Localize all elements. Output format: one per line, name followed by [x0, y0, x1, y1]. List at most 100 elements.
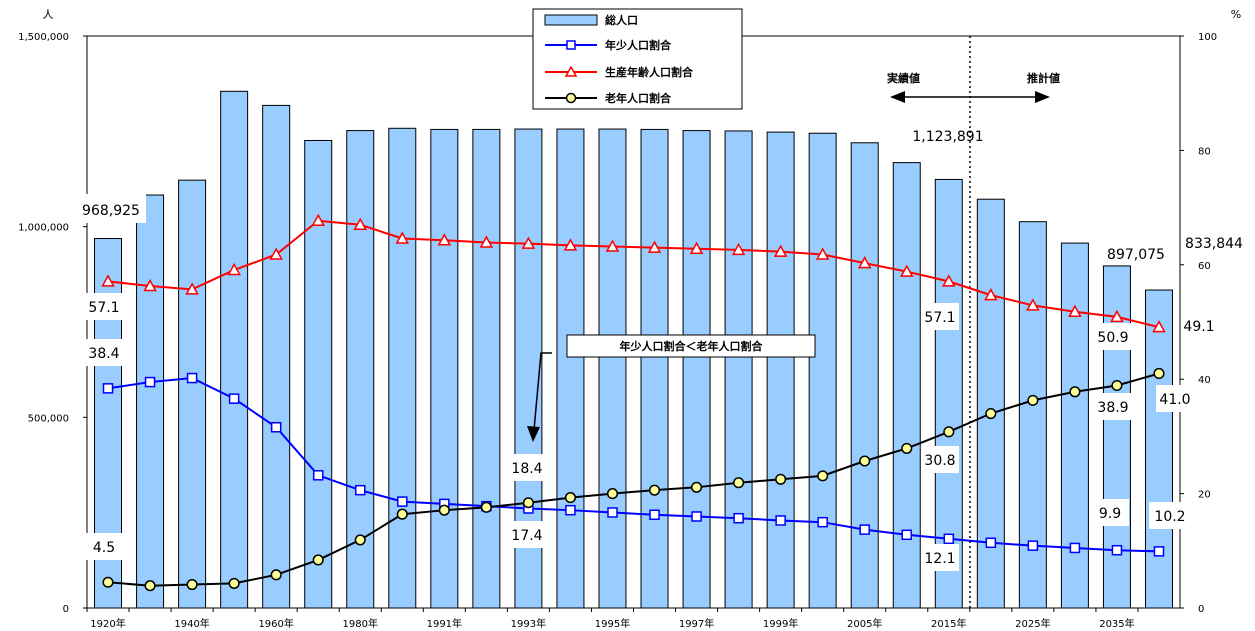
data-label-bg [1091, 499, 1129, 526]
left-tick-label: 1,000,000 [18, 223, 69, 234]
point-生産年齢人口割合 [563, 238, 578, 251]
data-label: 49.1 [1183, 319, 1214, 335]
data-label: 968,925 [82, 203, 140, 219]
x-tick-label: 1999年 [763, 617, 798, 630]
bar-total-2010年 [892, 162, 921, 609]
bar-total-1930年 [136, 194, 165, 609]
point-生産年齢人口割合 [984, 288, 998, 301]
bar-total-1992年 [472, 128, 501, 609]
line-年少人口割合 [107, 377, 1160, 553]
callout-text: 年少人口割合＜老年人口割合 [620, 339, 764, 353]
callout-box [566, 334, 816, 358]
point-老年人口割合 [1027, 394, 1039, 406]
data-label-bg [508, 454, 546, 481]
x-tick-label: 2015年 [931, 617, 966, 630]
point-生産年齢人口割合 [1068, 304, 1082, 317]
right-tick-label: 20 [1198, 490, 1211, 501]
right-tick-label: 40 [1198, 375, 1211, 386]
data-label-bg [1094, 323, 1132, 350]
point-年少人口割合 [817, 516, 828, 528]
bar-total-2000年 [808, 132, 837, 609]
bar-total-1991年 [430, 128, 459, 609]
point-老年人口割合 [438, 504, 450, 516]
point-年少人口割合 [1027, 540, 1039, 551]
point-生産年齢人口割合 [605, 239, 620, 252]
x-tick-label: 1960年 [258, 617, 293, 630]
left-tick-label: 0 [63, 604, 69, 615]
left-tick-layer: 0 500,000 1,000,000 1,500,000 [18, 32, 87, 615]
data-label: 57.1 [88, 300, 119, 316]
point-老年人口割合 [396, 508, 408, 520]
crossover-callout: 年少人口割合＜老年人口割合 [527, 334, 816, 442]
data-label-bg [85, 293, 123, 320]
bar-total-1990年 [388, 127, 417, 609]
x-tick-label: 1991年 [427, 617, 462, 630]
point-老年人口割合 [606, 488, 619, 500]
x-tick-label: 1940年 [174, 617, 209, 630]
point-生産年齢人口割合 [521, 236, 536, 249]
legend-label-total: 総人口 [605, 13, 638, 27]
left-axis-unit: 人 [43, 8, 54, 21]
point-生産年齢人口割合 [815, 247, 830, 260]
point-老年人口割合 [943, 426, 955, 438]
bar-total-2005年 [850, 142, 879, 609]
point-老年人口割合 [228, 577, 240, 589]
data-label: 4.5 [93, 540, 115, 556]
point-生産年齢人口割合 [311, 213, 325, 227]
point-老年人口割合 [102, 576, 114, 588]
point-生産年齢人口割合 [1152, 320, 1166, 333]
data-label: 897,075 [1107, 247, 1165, 263]
estimate-label: 推計値 [1027, 71, 1060, 85]
point-老年人口割合 [691, 481, 703, 493]
point-老年人口割合 [144, 580, 156, 592]
data-label: 38.9 [1097, 400, 1128, 416]
period-arrow-left-head [890, 91, 905, 103]
legend-swatch-total [544, 14, 598, 26]
point-生産年齢人口割合 [269, 247, 283, 260]
x-tick-layer: 1920年 1940年 1960年 1980年 1991年 1993年 1995年 1997年… [86, 608, 1139, 630]
point-年少人口割合 [733, 512, 744, 524]
point-老年人口割合 [733, 477, 745, 489]
lines-layer [101, 213, 1166, 592]
data-label: 12.1 [924, 551, 955, 567]
point-生産年齢人口割合 [437, 233, 452, 246]
point-年少人口割合 [691, 511, 702, 522]
data-label-bg [921, 303, 959, 330]
point-年少人口割合 [355, 484, 366, 496]
x-tick-label: 1980年 [343, 617, 378, 630]
point-生産年齢人口割合 [143, 278, 157, 292]
right-axis-unit: % [1231, 8, 1241, 21]
data-label-bg [1156, 385, 1194, 412]
bar-total-1999年 [766, 131, 795, 609]
bar-total-1950年 [220, 90, 249, 609]
point-年少人口割合 [186, 372, 198, 384]
bar-total-1995年 [598, 128, 627, 609]
point-老年人口割合 [1153, 367, 1165, 380]
point-生産年齢人口割合 [731, 242, 746, 256]
point-年少人口割合 [144, 376, 156, 388]
callout-arrow-head [527, 426, 540, 442]
point-老年人口割合 [186, 578, 198, 591]
right-tick-label: 60 [1198, 261, 1211, 272]
line-生産年齢人口割合 [107, 219, 1160, 329]
bar-total-1994年 [556, 128, 585, 609]
data-label: 50.9 [1097, 330, 1128, 346]
point-老年人口割合 [985, 407, 997, 420]
right-tick-label: 80 [1198, 146, 1211, 157]
x-tick-label: 1993年 [511, 617, 546, 630]
callout-arrow-line [533, 352, 552, 431]
legend-box [532, 8, 743, 110]
point-年少人口割合 [1069, 542, 1081, 554]
bar-total-1970年 [304, 139, 333, 609]
data-label: 1,123,891 [912, 129, 983, 145]
data-label-bg [1094, 393, 1132, 420]
bar-total-1998年 [724, 130, 753, 609]
point-生産年齢人口割合 [227, 262, 241, 276]
legend: 総人口 年少人口割合 生産年齢人口割合 老年人口割合 [532, 8, 743, 110]
right-tick-label: 100 [1198, 32, 1217, 43]
point-年少人口割合 [943, 533, 955, 545]
data-label: 833,844 [1185, 236, 1243, 252]
data-label: 30.8 [924, 453, 955, 469]
point-年少人口割合 [901, 529, 912, 541]
